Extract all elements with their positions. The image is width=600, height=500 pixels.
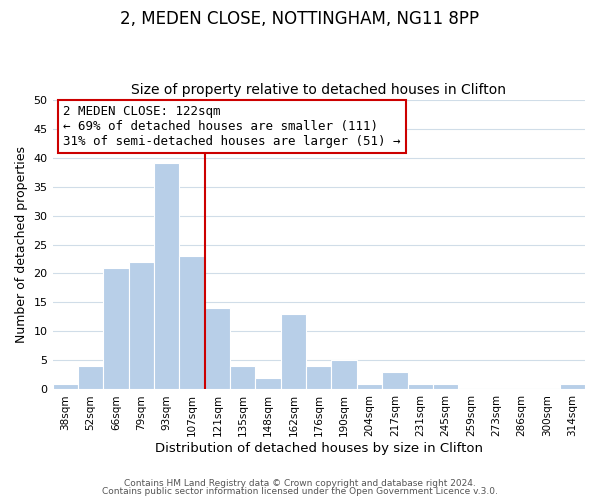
Text: 2 MEDEN CLOSE: 122sqm
← 69% of detached houses are smaller (111)
31% of semi-det: 2 MEDEN CLOSE: 122sqm ← 69% of detached … <box>63 106 401 148</box>
Bar <box>53 384 78 390</box>
Bar <box>179 256 205 390</box>
Bar <box>256 378 281 390</box>
Text: Contains HM Land Registry data © Crown copyright and database right 2024.: Contains HM Land Registry data © Crown c… <box>124 478 476 488</box>
Bar <box>154 164 179 390</box>
Bar <box>281 314 306 390</box>
Bar <box>306 366 331 390</box>
Bar <box>78 366 103 390</box>
Bar <box>433 384 458 390</box>
Bar <box>331 360 357 390</box>
Bar <box>230 366 256 390</box>
Bar <box>128 262 154 390</box>
Bar <box>382 372 407 390</box>
Bar <box>357 384 382 390</box>
Bar <box>205 308 230 390</box>
X-axis label: Distribution of detached houses by size in Clifton: Distribution of detached houses by size … <box>155 442 483 455</box>
Y-axis label: Number of detached properties: Number of detached properties <box>15 146 28 343</box>
Text: 2, MEDEN CLOSE, NOTTINGHAM, NG11 8PP: 2, MEDEN CLOSE, NOTTINGHAM, NG11 8PP <box>121 10 479 28</box>
Bar <box>407 384 433 390</box>
Title: Size of property relative to detached houses in Clifton: Size of property relative to detached ho… <box>131 83 506 97</box>
Bar <box>560 384 585 390</box>
Bar <box>103 268 128 390</box>
Text: Contains public sector information licensed under the Open Government Licence v.: Contains public sector information licen… <box>102 487 498 496</box>
